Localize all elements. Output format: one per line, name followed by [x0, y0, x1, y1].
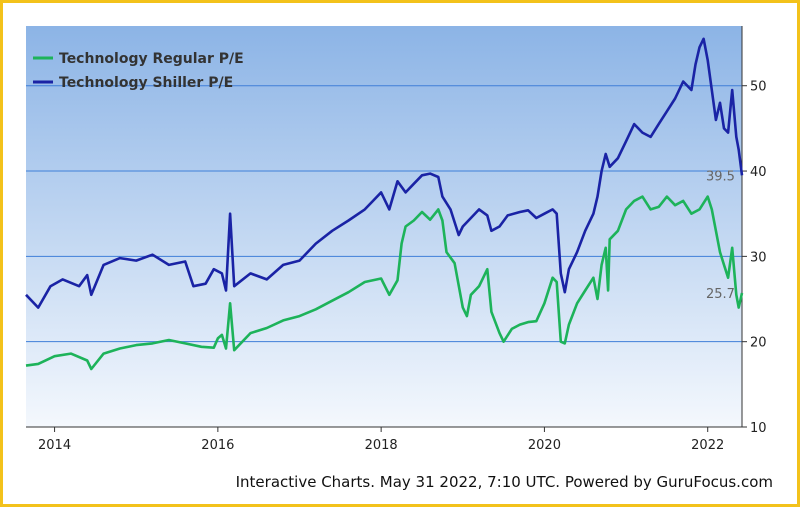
legend: Technology Regular P/E Technology Shille…: [33, 51, 244, 91]
legend-label-shiller: Technology Shiller P/E: [59, 75, 233, 91]
x-tick-label-2014: 2014: [38, 438, 71, 453]
footer-credit[interactable]: Interactive Charts. May 31 2022, 7:10 UT…: [236, 473, 773, 491]
y-tick-label-20: 20: [750, 336, 767, 351]
y-tick-label-40: 40: [750, 165, 767, 180]
series-line-regular-pe[interactable]: [25, 195, 744, 371]
series-layer: [25, 37, 744, 371]
plot-area: [26, 26, 742, 427]
axes: 10 20 30 40 50 2014 2016 2018 2020 2022: [26, 26, 767, 453]
y-tick-label-30: 30: [750, 250, 767, 265]
x-tick-label-2020: 2020: [528, 438, 561, 453]
y-tick-label-10: 10: [750, 421, 767, 436]
legend-label-regular: Technology Regular P/E: [59, 51, 244, 67]
x-tick-label-2018: 2018: [365, 438, 398, 453]
end-label-shiller: 39.5: [706, 169, 735, 184]
x-tick-label-2016: 2016: [201, 438, 234, 453]
series-line-shiller-pe[interactable]: [25, 37, 744, 309]
end-label-regular: 25.7: [706, 287, 735, 302]
y-tick-label-50: 50: [750, 80, 767, 95]
end-labels: 25.7 39.5: [706, 169, 735, 302]
x-tick-label-2022: 2022: [691, 438, 724, 453]
